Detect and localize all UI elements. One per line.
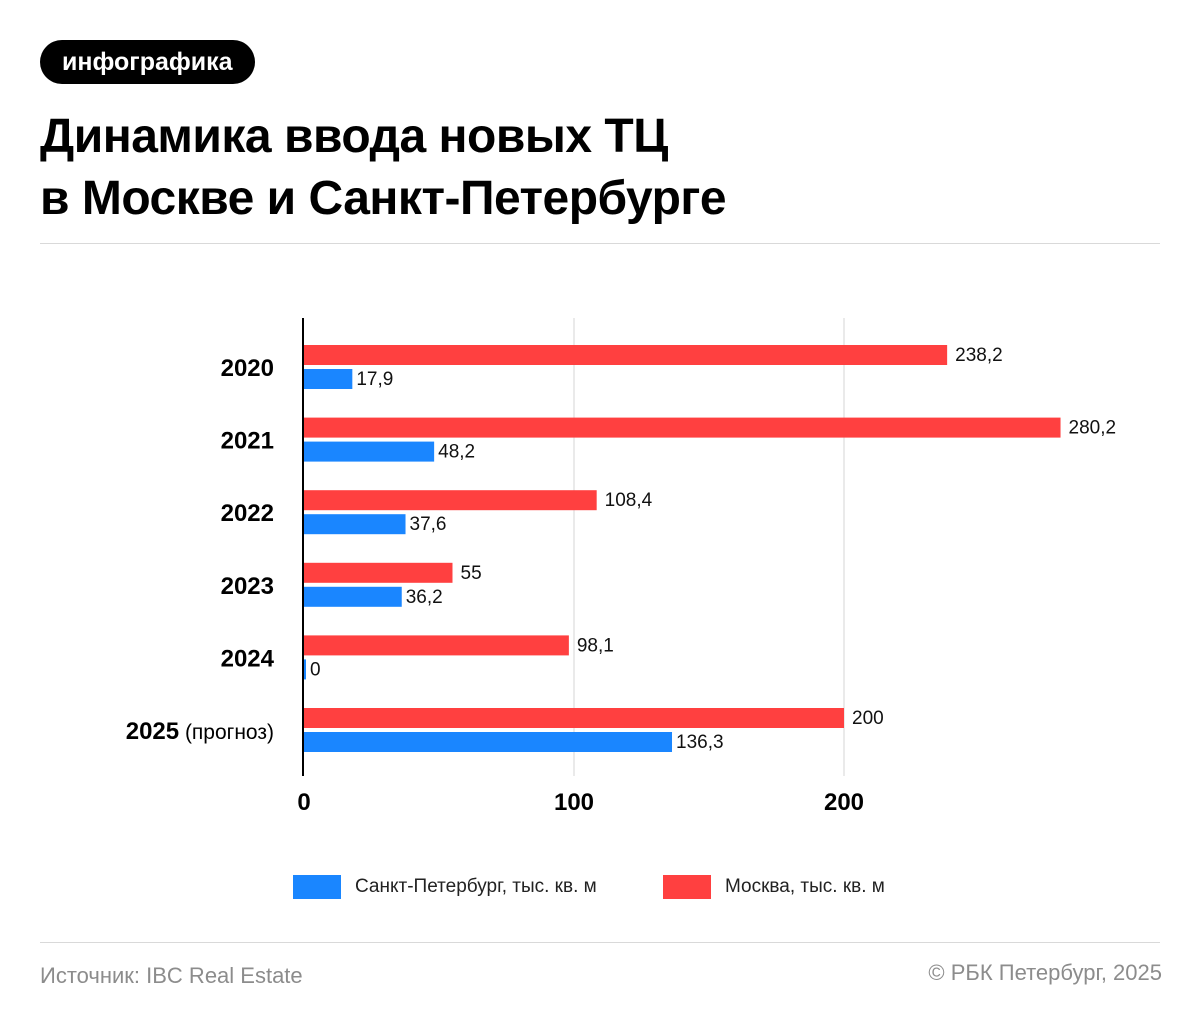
legend-msk: Москва, тыс. кв. м — [663, 874, 885, 900]
infographic-badge: инфографика — [40, 40, 255, 84]
value-label-moscow-2022: 108,4 — [605, 490, 653, 511]
category-label-2021: 2021 — [221, 428, 274, 455]
category-year-2024: 2024 — [221, 645, 275, 672]
title-line-2: в Москве и Санкт-Петербурге — [40, 172, 727, 225]
legend-msk-swatch — [663, 875, 711, 899]
bar-moscow-2022 — [304, 490, 597, 511]
x-tick-label-100: 100 — [554, 789, 594, 816]
x-tick-label-200: 200 — [824, 789, 864, 816]
bar-moscow-2021 — [304, 417, 1061, 438]
bar-spb-2022 — [304, 514, 406, 535]
bar-spb-2021 — [304, 441, 435, 462]
category-label-2022: 2022 — [221, 500, 274, 527]
value-label-spb-2022: 37,6 — [410, 514, 447, 535]
x-tick-label-0: 0 — [297, 789, 310, 816]
value-label-spb-2025: 136,3 — [676, 732, 724, 753]
category-year-2023: 2023 — [221, 573, 274, 600]
bar-moscow-2020 — [304, 345, 948, 365]
bar-moscow-2025 — [304, 708, 844, 728]
source-note: Источник: IBC Real Estate — [40, 963, 303, 988]
bar-spb-2025 — [304, 732, 673, 752]
bar-chart: 2020 238,2 17,9 2021 280,2 48,2 2022 108,4 37,6 2… — [126, 318, 1117, 816]
value-label-spb-2024: 0 — [310, 659, 321, 680]
bar-moscow-2024 — [304, 635, 569, 656]
copyright-note: © РБК Петербург, 2025 — [928, 960, 1162, 985]
value-label-moscow-2020: 238,2 — [955, 345, 1003, 366]
legend-spb-label: Санкт-Петербург, тыс. кв. м — [355, 876, 597, 897]
category-note-2025: (прогноз) — [179, 721, 274, 744]
bar-spb-2023 — [304, 586, 402, 607]
value-label-moscow-2025: 200 — [852, 708, 884, 729]
value-label-moscow-2021: 280,2 — [1069, 418, 1117, 439]
category-year-2025: 2025 — [126, 718, 179, 745]
category-label-2024: 2024 — [221, 645, 275, 672]
value-label-moscow-2024: 98,1 — [577, 635, 614, 656]
legend-spb-swatch — [293, 875, 341, 899]
category-label-2025: 2025 (прогноз) — [126, 718, 274, 745]
value-label-spb-2021: 48,2 — [438, 442, 475, 463]
value-label-moscow-2023: 55 — [461, 563, 482, 584]
legend-spb: Санкт-Петербург, тыс. кв. м — [293, 874, 597, 900]
bar-moscow-2023 — [304, 562, 453, 583]
bar-spb-2020 — [304, 369, 353, 389]
category-year-2022: 2022 — [221, 500, 274, 527]
bar-spb-2024 — [304, 659, 306, 680]
page-title: Динамика ввода новых ТЦ в Москве и Санкт… — [40, 106, 727, 230]
category-label-2023: 2023 — [221, 573, 274, 600]
bottom-divider — [40, 942, 1160, 943]
category-year-2021: 2021 — [221, 428, 274, 455]
category-year-2020: 2020 — [221, 355, 274, 382]
value-label-spb-2020: 17,9 — [356, 369, 393, 390]
legend-msk-label: Москва, тыс. кв. м — [725, 876, 885, 897]
category-label-2020: 2020 — [221, 355, 274, 382]
value-label-spb-2023: 36,2 — [406, 587, 443, 608]
title-line-1: Динамика ввода новых ТЦ — [40, 110, 668, 163]
top-divider — [40, 243, 1160, 244]
